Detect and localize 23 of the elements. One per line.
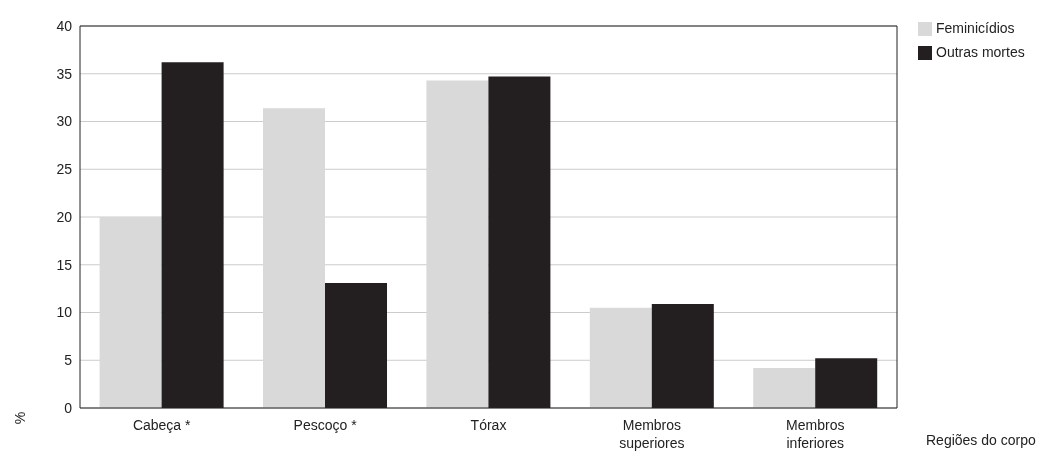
x-tick-label: Membros superiores: [619, 417, 685, 451]
y-tick-label: 0: [64, 399, 73, 416]
y-tick-label: 20: [56, 208, 73, 225]
y-tick-label: 10: [56, 304, 73, 321]
legend-label: Outras mortes: [936, 44, 1025, 60]
y-tick-label: 35: [56, 65, 73, 82]
x-tick-label: Cabeça *: [132, 417, 192, 433]
y-axis-title: %: [12, 411, 29, 425]
x-tick-label: Tórax: [470, 417, 507, 433]
bar: [753, 367, 816, 408]
x-tick-label: Membros inferiores: [786, 417, 845, 451]
bar: [426, 80, 489, 408]
bar: [263, 108, 326, 408]
y-tick-label: 30: [56, 113, 73, 130]
y-tick-label: 40: [56, 17, 73, 34]
x-axis-title: Regiões do corpo: [926, 432, 1036, 448]
y-tick-label: 25: [56, 161, 73, 178]
y-tick-label: 5: [64, 352, 73, 369]
bar: [99, 217, 162, 408]
x-tick-label: Pescoço *: [293, 417, 358, 433]
legend-label: Feminicídios: [936, 20, 1015, 36]
bar: [589, 307, 652, 408]
y-tick-label: 15: [56, 256, 73, 273]
